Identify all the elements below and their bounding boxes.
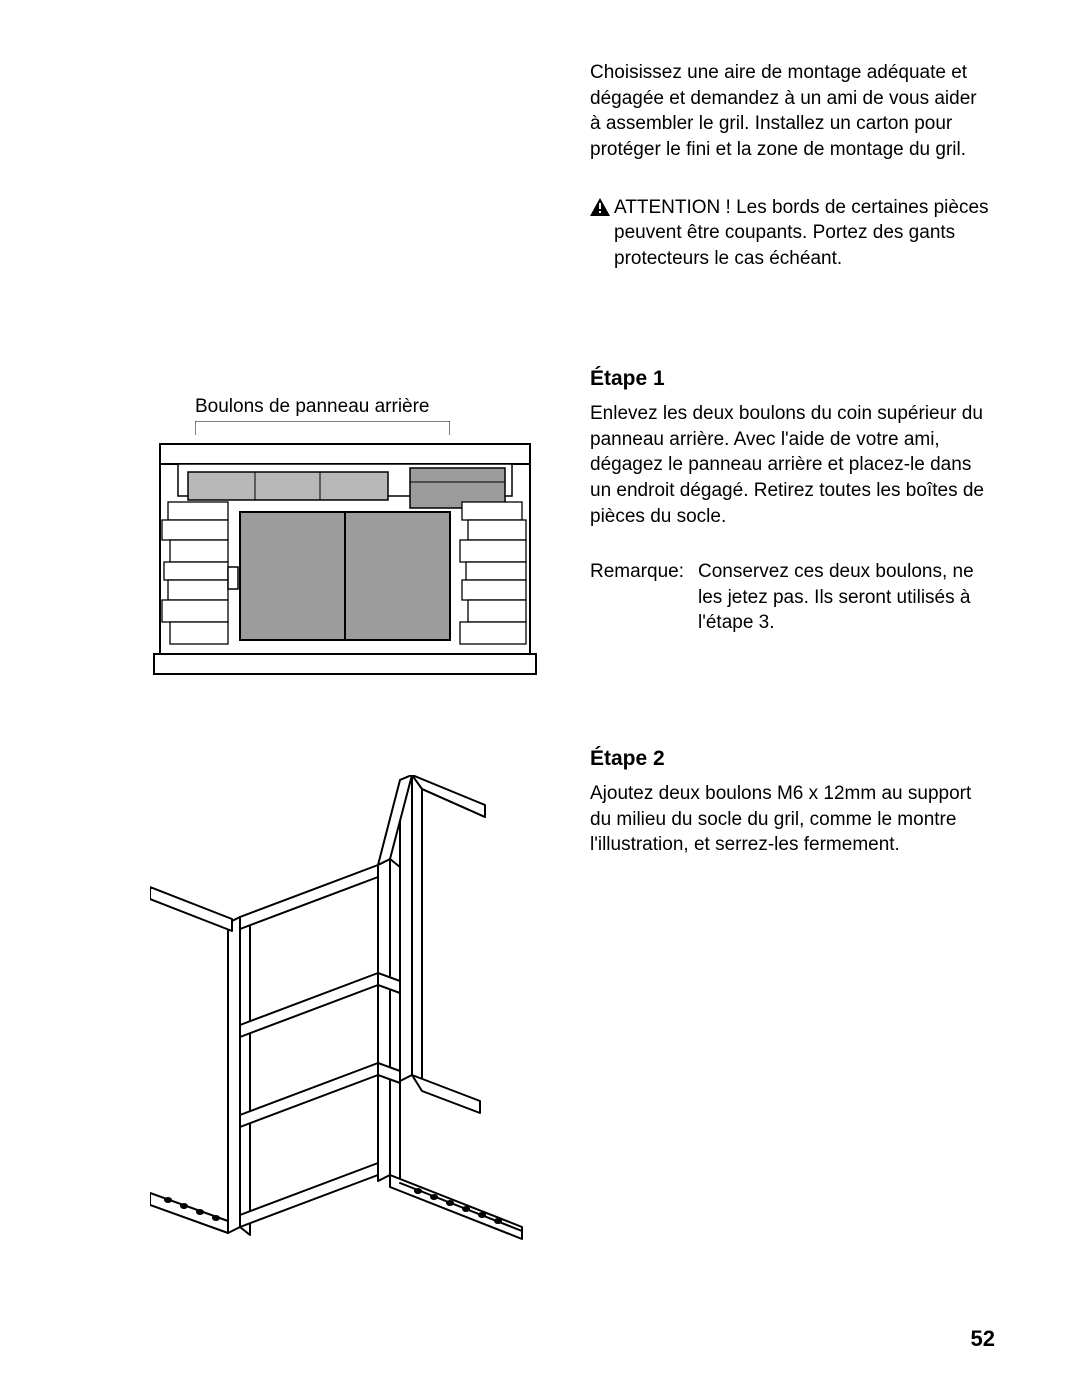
step1-heading: Étape 1: [590, 367, 990, 391]
step2-body: Ajoutez deux boulons M6 x 12mm au suppor…: [590, 781, 990, 858]
step2-heading: Étape 2: [590, 747, 990, 771]
step1-remarque: Remarque: Conservez ces deux boulons, ne…: [590, 559, 990, 636]
figure-1-grill-base: [150, 432, 540, 682]
remarque-label: Remarque:: [590, 559, 698, 636]
step-2: Étape 2 Ajoutez deux boulons M6 x 12mm a…: [590, 747, 990, 888]
right-column: Choisissez une aire de montage adéquate …: [590, 60, 990, 311]
page: Choisissez une aire de montage adéquate …: [0, 0, 1080, 1397]
remarque-body: Conservez ces deux boulons, ne les jetez…: [698, 559, 990, 636]
intro-paragraph: Choisissez une aire de montage adéquate …: [590, 60, 990, 163]
fig1-callout-label: Boulons de panneau arrière: [195, 396, 430, 418]
attention-block: ATTENTION ! Les bords de certaines pièce…: [590, 195, 990, 272]
figure-2-frame: [150, 775, 530, 1245]
step-1: Étape 1 Enlevez les deux boulons du coin…: [590, 367, 990, 636]
attention-text: ATTENTION ! Les bords de certaines pièce…: [614, 195, 990, 272]
warning-icon: [590, 198, 610, 216]
attention-label: ATTENTION !: [614, 197, 731, 218]
step1-body: Enlevez les deux boulons du coin supérie…: [590, 401, 990, 529]
page-number: 52: [971, 1326, 995, 1352]
